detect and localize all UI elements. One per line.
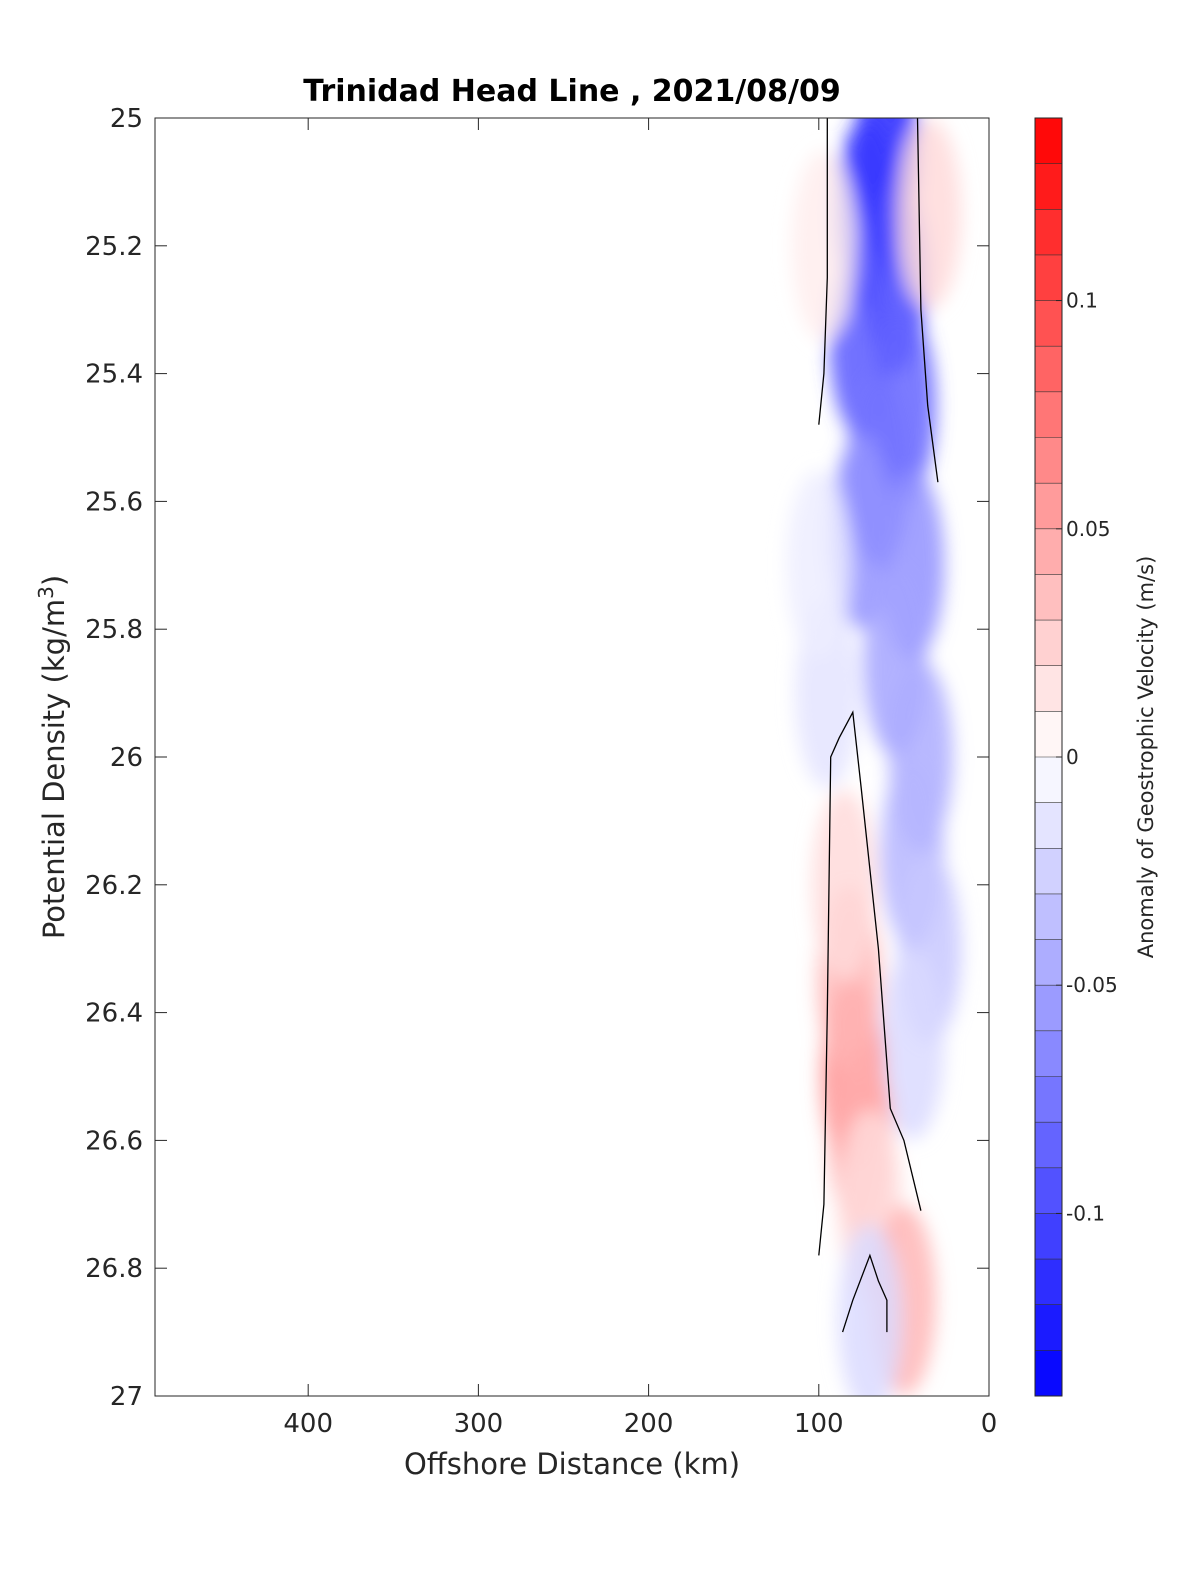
colorbar-swatch xyxy=(1035,1259,1062,1306)
x-tick-label: 200 xyxy=(624,1409,674,1439)
y-tick-label: 27 xyxy=(110,1382,143,1412)
colorbar-swatch xyxy=(1035,1076,1062,1123)
y-tick-label: 26.6 xyxy=(85,1126,143,1156)
x-tick-label: 400 xyxy=(283,1409,333,1439)
x-axis-label: Offshore Distance (km) xyxy=(404,1447,740,1481)
colorbar-swatch xyxy=(1035,437,1062,484)
y-axis-ticks: 25 25.2 25.4 25.6 25.8 26 26.2 26.4 26.6 26.8 27 xyxy=(85,104,989,1412)
colorbar-swatch xyxy=(1035,620,1062,667)
colorbar-tick-label: -0.1 xyxy=(1066,1201,1105,1225)
colorbar-swatch xyxy=(1035,1304,1062,1351)
colorbar-swatch xyxy=(1035,711,1062,758)
colorbar-swatch xyxy=(1035,939,1062,986)
colorbar-ticks: 0.1 0.05 0 -0.05 -0.1 xyxy=(1056,289,1118,1225)
colorbar-swatch xyxy=(1035,254,1062,302)
colorbar-swatch xyxy=(1035,574,1062,621)
colorbar-swatch xyxy=(1035,163,1062,210)
field-cell xyxy=(837,1224,902,1396)
field-cell xyxy=(786,470,851,661)
x-tick-label: 0 xyxy=(981,1409,998,1439)
colorbar-label: Anomaly of Geostrophic Velocity (m/s) xyxy=(1134,556,1158,959)
colorbar-swatch xyxy=(1035,1122,1062,1169)
zero-contour-line xyxy=(818,118,828,425)
colorbar-tick-label: 0 xyxy=(1066,745,1079,769)
colorbar-swatch xyxy=(1035,209,1062,256)
y-axis-label-main: Potential Density (kg/m xyxy=(37,599,71,939)
x-axis-ticks: 400 300 200 100 0 xyxy=(283,118,997,1439)
y-axis-label: Potential Density (kg/m3) xyxy=(34,575,71,939)
colorbar-swatch xyxy=(1035,391,1062,438)
y-tick-label: 25.8 xyxy=(85,615,143,645)
colorbar-swatch xyxy=(1035,483,1062,530)
y-tick-label: 25.6 xyxy=(85,487,143,517)
colorbar-swatch xyxy=(1035,1167,1062,1214)
chart-title: Trinidad Head Line , 2021/08/09 xyxy=(303,74,840,109)
colorbar-swatch xyxy=(1035,346,1062,393)
velocity-field xyxy=(786,118,962,1396)
colorbar-swatch xyxy=(1035,848,1062,895)
colorbar-swatch xyxy=(1035,757,1062,804)
field-cell xyxy=(897,118,962,309)
y-tick-label: 25 xyxy=(110,104,143,134)
y-tick-label: 26 xyxy=(110,743,143,773)
colorbar-tick-label: 0.05 xyxy=(1066,517,1111,541)
colorbar-swatch xyxy=(1035,1030,1062,1077)
colorbar-swatch xyxy=(1035,300,1062,347)
colorbar-swatch xyxy=(1035,1213,1062,1260)
zero-contours xyxy=(818,118,939,1333)
colorbar-swatch xyxy=(1035,665,1062,712)
zero-contour-line xyxy=(841,1253,888,1333)
y-tick-label: 25.4 xyxy=(85,360,143,390)
y-tick-label: 26.4 xyxy=(85,999,143,1029)
colorbar-tick-label: -0.05 xyxy=(1066,973,1118,997)
field-cell xyxy=(791,150,856,341)
zero-contour-line xyxy=(916,118,939,483)
colorbar-tick-label: 0.1 xyxy=(1066,289,1098,313)
x-tick-label: 300 xyxy=(454,1409,504,1439)
y-tick-label: 26.8 xyxy=(85,1254,143,1284)
zero-contour-line xyxy=(818,710,922,1256)
colorbar-swatch xyxy=(1035,118,1062,165)
y-tick-label: 26.2 xyxy=(85,871,143,901)
colorbar-swatch xyxy=(1035,1350,1062,1397)
colorbar xyxy=(1035,118,1062,1397)
x-tick-label: 100 xyxy=(794,1409,844,1439)
field-cell xyxy=(880,949,945,1140)
colorbar-swatch xyxy=(1035,802,1062,849)
field-blur-group xyxy=(786,118,962,1396)
colorbar-swatch xyxy=(1035,893,1062,941)
y-tick-label: 25.2 xyxy=(85,232,143,262)
y-axis-label-superscript: 3 xyxy=(34,586,58,599)
colorbar-swatch xyxy=(1035,985,1062,1032)
colorbar-swatch xyxy=(1035,528,1062,575)
y-axis-label-close: ) xyxy=(37,575,71,586)
field-cell xyxy=(812,789,877,980)
